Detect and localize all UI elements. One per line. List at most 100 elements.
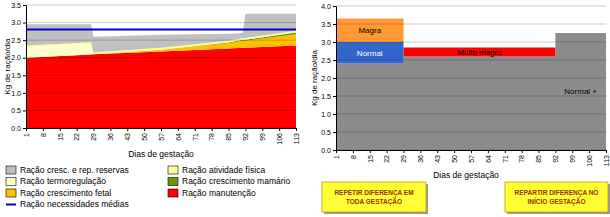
x-tick-label: 1 — [333, 155, 340, 159]
grid-line — [336, 60, 606, 61]
area-series — [336, 19, 606, 48]
x-tick-mark — [437, 150, 438, 153]
x-tick: 43 — [434, 150, 441, 163]
x-tick-label: 99 — [569, 155, 576, 163]
x-tick-label: 29 — [90, 133, 97, 141]
y-tick-label: 1.0 — [321, 111, 331, 118]
y-tick-mark — [333, 132, 336, 133]
plot-area — [336, 19, 606, 150]
x-tick: 29 — [90, 128, 97, 141]
x-tick-mark — [245, 128, 246, 131]
x-tick-mark — [43, 128, 44, 131]
x-tick-label: 78 — [518, 155, 525, 163]
x-tick-label: 106 — [276, 133, 283, 145]
legend-item: Ração cresc. e rep. reservas — [6, 165, 129, 175]
x-tick-label: 64 — [485, 155, 492, 163]
x-tick-label: 43 — [434, 155, 441, 163]
x-tick-label: 15 — [56, 133, 63, 141]
x-tick: 106 — [276, 128, 283, 145]
x-tick: 15 — [56, 128, 63, 141]
area-series — [26, 45, 296, 128]
legend-swatch — [6, 204, 16, 206]
y-tick-label: 2.0 — [11, 54, 21, 61]
legend-label: Ração cresc. e rep. reservas — [20, 165, 129, 175]
x-tick-label: 50 — [451, 155, 458, 163]
y-tick-mark — [333, 6, 336, 7]
x-axis-line — [27, 129, 297, 132]
y-tick: 3.0 — [321, 39, 336, 46]
plot-area — [26, 14, 296, 128]
y-tick: 0.5 — [11, 107, 26, 114]
x-tick-mark — [77, 128, 78, 131]
y-tick-mark — [23, 110, 26, 111]
note-box — [505, 182, 608, 212]
x-axis-title: Dias de gestação — [128, 149, 194, 159]
grid-line — [336, 132, 606, 133]
y-tick: 2.5 — [321, 57, 336, 64]
x-tick-label: 43 — [124, 133, 131, 141]
y-tick: 1.5 — [321, 93, 336, 100]
y-tick: 1.0 — [321, 111, 336, 118]
x-tick-mark — [572, 150, 573, 153]
legend-item: Ração crescimento fetal — [6, 188, 111, 198]
y-tick-label: 2.0 — [321, 75, 331, 82]
x-tick-label: 85 — [225, 133, 232, 141]
x-tick: 85 — [535, 150, 542, 163]
x-tick-mark — [404, 150, 405, 153]
x-tick: 64 — [175, 128, 182, 141]
y-tick-mark — [333, 114, 336, 115]
legend-label: Ração atividade física — [182, 165, 265, 175]
y-axis: 0.00.51.01.52.02.53.03.5 — [11, 2, 26, 132]
x-tick-label: 85 — [535, 155, 542, 163]
x-tick: 8 — [350, 150, 357, 159]
y-tick: 0.5 — [321, 129, 336, 136]
y-axis: 0.00.51.01.52.02.53.03.54.0 — [321, 3, 336, 154]
x-axis-title: Dias de gestação — [433, 170, 499, 180]
x-tick: 36 — [107, 128, 114, 141]
x-tick: 71 — [501, 150, 508, 163]
area-series — [26, 14, 296, 53]
y-tick-label: 3.0 — [321, 39, 331, 46]
y-tick-mark — [23, 5, 26, 6]
x-tick: 106 — [586, 150, 593, 167]
grid-line — [26, 40, 296, 41]
note: REPETIR DIFERENÇA EMTODA GESTAÇÃO — [322, 182, 428, 214]
y-tick-mark — [333, 42, 336, 43]
legend-swatch — [6, 178, 16, 186]
y-tick-mark — [333, 78, 336, 79]
legend-item: Ração manutenção — [168, 188, 256, 198]
y-tick: 3.5 — [321, 21, 336, 28]
x-tick-label: 99 — [259, 133, 266, 141]
x-tick-mark — [127, 128, 128, 131]
x-tick: 22 — [73, 128, 80, 141]
x-tick: 78 — [518, 150, 525, 163]
x-tick-mark — [353, 150, 354, 153]
x-tick-mark — [279, 128, 280, 131]
x-tick-mark — [606, 150, 607, 153]
y-axis-line — [23, 6, 27, 129]
y-tick-label: 3.0 — [11, 19, 21, 26]
x-tick-label: 113 — [293, 133, 300, 144]
note: REPARTIR DIFERENÇA NOINÍCIO GESTAÇÃO — [505, 182, 610, 214]
x-tick-mark — [522, 150, 523, 153]
figure: 0.0 0.5 1.0 1.5 2.0 2.5 3.0 3.5 1 8 15 22 29 36 43 50 57… — [0, 0, 610, 217]
x-tick-mark — [589, 150, 590, 153]
legend-label: Ração manutenção — [182, 188, 256, 198]
x-tick: 15 — [366, 150, 373, 163]
area-label: Normal — [357, 49, 383, 58]
y-tick-mark — [333, 150, 336, 151]
x-tick-label: 71 — [501, 155, 508, 163]
y-tick-mark — [23, 93, 26, 94]
y-tick: 3.0 — [11, 19, 26, 26]
line-layer — [26, 29, 296, 30]
legend-item: Ração necessidades médias — [6, 199, 129, 209]
x-tick: 71 — [191, 128, 198, 141]
x-tick: 92 — [242, 128, 249, 141]
area-labels: MagraNormalMuito magraNormal + — [357, 26, 597, 96]
x-tick-mark — [420, 150, 421, 153]
y-tick: 0.0 — [11, 125, 26, 132]
x-tick-label: 36 — [417, 155, 424, 163]
grid-line — [26, 92, 296, 93]
x-tick-mark — [212, 128, 213, 131]
x-tick: 57 — [468, 150, 475, 163]
